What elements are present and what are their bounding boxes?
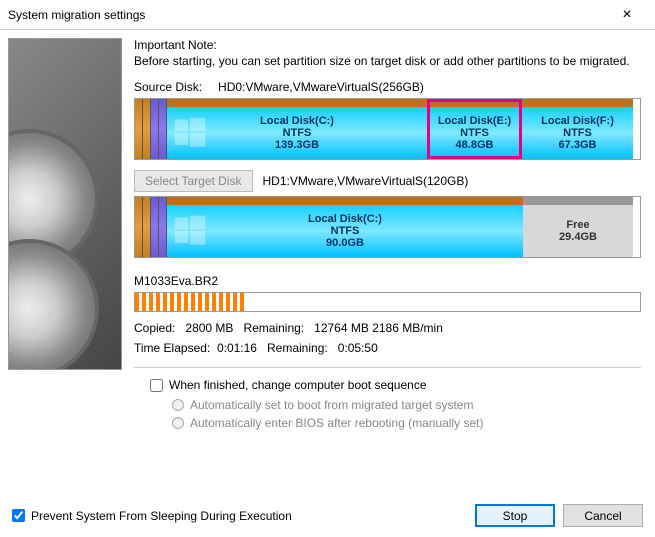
note-title: Important Note:: [134, 38, 641, 52]
elapsed-label: Time Elapsed:: [134, 341, 210, 355]
sidebar: DISKGENIUS: [0, 30, 130, 537]
boot-change-label: When finished, change computer boot sequ…: [169, 378, 427, 392]
remain2-value: 0:05:50: [338, 341, 378, 355]
footer: Prevent System From Sleeping During Exec…: [12, 504, 643, 527]
boot-change-input[interactable]: [150, 379, 163, 392]
partition-name: Local Disk(C:): [260, 115, 334, 127]
source-diskbar[interactable]: Local Disk(C:)NTFS139.3GBLocal Disk(E:)N…: [134, 98, 641, 160]
reserved-stripe: [151, 197, 159, 257]
partition-fs: NTFS: [460, 127, 489, 139]
partition-size: 48.8GB: [456, 139, 494, 151]
divider: [134, 367, 641, 368]
target-row: Select Target Disk HD1:VMware,VMwareVirt…: [134, 170, 641, 192]
reserved-stripe: [151, 99, 159, 159]
progress-filename: M1033Eva.BR2: [134, 274, 641, 288]
stats-line1: Copied: 2800 MB Remaining: 12764 MB 2186…: [134, 320, 641, 337]
boot-change-checkbox[interactable]: When finished, change computer boot sequ…: [150, 378, 641, 392]
free-space[interactable]: Free29.4GB: [523, 197, 633, 257]
stop-button[interactable]: Stop: [475, 504, 555, 527]
partition[interactable]: Local Disk(C:)NTFS90.0GB: [167, 197, 523, 257]
stats-line2: Time Elapsed: 0:01:16 Remaining: 0:05:50: [134, 340, 641, 357]
window-title: System migration settings: [8, 8, 607, 22]
partition-name: Local Disk(C:): [308, 213, 382, 225]
brand-image: DISKGENIUS: [8, 38, 122, 370]
source-value: HD0:VMware,VMwareVirtualS(256GB): [218, 80, 424, 94]
copied-label: Copied:: [134, 321, 175, 335]
remain1-value: 12764 MB 2186 MB/min: [314, 321, 443, 335]
reserved-stripe: [135, 99, 143, 159]
content: Important Note: Before starting, you can…: [130, 30, 655, 537]
remain1-label: Remaining:: [243, 321, 304, 335]
target-value: HD1:VMware,VMwareVirtualS(120GB): [263, 174, 469, 188]
main: DISKGENIUS Important Note: Before starti…: [0, 30, 655, 537]
remain2-label: Remaining:: [267, 341, 328, 355]
titlebar: System migration settings ×: [0, 0, 655, 30]
boot-opt1-label: Automatically set to boot from migrated …: [190, 398, 473, 412]
partition-fs: NTFS: [283, 127, 312, 139]
reserved-stripe: [135, 197, 143, 257]
reserved-stripe: [143, 197, 151, 257]
partition-fs: NTFS: [563, 127, 592, 139]
boot-opt2: Automatically enter BIOS after rebooting…: [172, 416, 641, 430]
partition-size: 139.3GB: [275, 139, 319, 151]
prevent-sleep-label: Prevent System From Sleeping During Exec…: [31, 509, 292, 523]
progress-fill: [135, 293, 246, 311]
copied-value: 2800 MB: [185, 321, 233, 335]
partition-name: Local Disk(F:): [541, 115, 614, 127]
note-body: Before starting, you can set partition s…: [134, 54, 641, 70]
partition-fs: NTFS: [331, 225, 360, 237]
reserved-stripe: [159, 99, 167, 159]
partition-size: 90.0GB: [326, 237, 364, 249]
free-label: Free: [566, 219, 589, 231]
progress-bar: [134, 292, 641, 312]
reserved-stripe: [143, 99, 151, 159]
partition[interactable]: Local Disk(F:)NTFS67.3GB: [522, 99, 633, 159]
prevent-sleep-checkbox[interactable]: Prevent System From Sleeping During Exec…: [12, 509, 292, 523]
boot-opt1: Automatically set to boot from migrated …: [172, 398, 641, 412]
options-group: When finished, change computer boot sequ…: [150, 378, 641, 434]
source-label: Source Disk:: [134, 80, 202, 94]
source-row: Source Disk: HD0:VMware,VMwareVirtualS(2…: [134, 80, 641, 94]
target-diskbar[interactable]: Local Disk(C:)NTFS90.0GBFree29.4GB: [134, 196, 641, 258]
prevent-sleep-input[interactable]: [12, 509, 25, 522]
cancel-button[interactable]: Cancel: [563, 504, 643, 527]
partition-size: 67.3GB: [559, 139, 597, 151]
radio-icon: [172, 417, 184, 429]
partition[interactable]: Local Disk(E:)NTFS48.8GB: [427, 99, 522, 159]
elapsed-value: 0:01:16: [217, 341, 257, 355]
close-icon[interactable]: ×: [607, 6, 647, 24]
free-size: 29.4GB: [559, 231, 597, 243]
partition[interactable]: Local Disk(C:)NTFS139.3GB: [167, 99, 427, 159]
reserved-stripe: [159, 197, 167, 257]
partition-name: Local Disk(E:): [438, 115, 511, 127]
radio-icon: [172, 399, 184, 411]
boot-opt2-label: Automatically enter BIOS after rebooting…: [190, 416, 483, 430]
select-target-button: Select Target Disk: [134, 170, 253, 192]
